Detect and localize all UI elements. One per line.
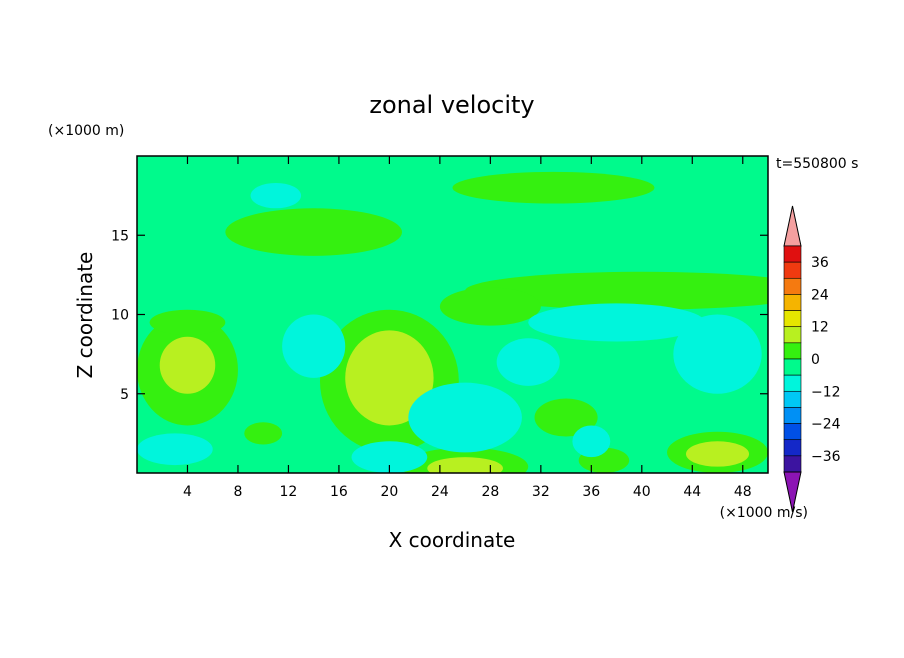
x-tick-label: 48 — [734, 484, 752, 500]
velocity-region-12 — [452, 171, 655, 204]
velocity-region-15 — [149, 309, 226, 336]
colorbar-level — [783, 261, 802, 279]
colorbar-level — [783, 374, 802, 392]
colorbar-level — [783, 407, 802, 424]
time-label: t=550800 s — [776, 156, 858, 172]
x-tick-label: 8 — [233, 484, 242, 500]
x-axis: 4 8 12 16 20 24 28 32 36 40 44 48 — [183, 156, 752, 500]
x-tick-label: 44 — [683, 484, 701, 500]
colorbar-tick-label: 12 — [811, 320, 829, 336]
colorbar-tick-label: 36 — [811, 255, 829, 271]
colorbar-level — [783, 326, 802, 344]
x-tick-label: 4 — [183, 484, 192, 500]
y-unit-label: (×1000 m) — [48, 123, 124, 139]
velocity-region-8 — [685, 441, 750, 467]
y-tick-label: 5 — [120, 387, 129, 403]
velocity-field — [137, 156, 768, 473]
colorbar-level — [783, 358, 802, 376]
colorbar-level — [783, 342, 802, 360]
x-tick-label: 16 — [330, 484, 348, 500]
velocity-region-21 — [528, 303, 705, 342]
velocity-region-16 — [282, 314, 346, 378]
velocity-region-24 — [572, 425, 611, 458]
colorbar-tick-label: −24 — [811, 417, 841, 433]
colorbar-level — [783, 245, 802, 263]
velocity-region-10 — [244, 422, 283, 445]
colorbar-tick-label: −12 — [811, 384, 841, 400]
colorbar-over-arrow — [783, 205, 802, 247]
velocity-region-13 — [465, 271, 768, 310]
velocity-region-11 — [225, 208, 403, 256]
colorbar: 36 24 12 0 −12 −24 −36 — [783, 205, 841, 513]
y-tick-label: 15 — [111, 228, 129, 244]
x-tick-label: 20 — [380, 484, 398, 500]
velocity-region-5 — [427, 457, 503, 473]
colorbar-level — [783, 277, 802, 295]
chart-title: zonal velocity — [369, 91, 534, 119]
colorbar-level — [783, 439, 802, 457]
colorbar-tick-label: −36 — [811, 449, 841, 465]
colorbar-under-arrow — [783, 471, 802, 513]
velocity-region-20 — [673, 314, 762, 394]
x-tick-label: 40 — [633, 484, 651, 500]
colorbar-level — [783, 423, 802, 441]
velocity-region-23 — [250, 182, 302, 209]
velocity-region-14 — [439, 287, 541, 326]
colorbar-level — [783, 390, 802, 408]
colorbar-tick-label: 0 — [811, 352, 820, 368]
velocity-region-19 — [137, 433, 213, 466]
y-axis-title: Z coordinate — [73, 252, 97, 379]
velocity-region-6 — [534, 398, 598, 437]
velocity-region-1 — [159, 336, 216, 394]
velocity-region-22 — [496, 338, 560, 386]
velocity-region-3 — [345, 330, 434, 426]
colorbar-level — [783, 294, 802, 311]
y-tick-label: 10 — [111, 308, 129, 324]
x-tick-label: 32 — [532, 484, 550, 500]
x-tick-label: 24 — [431, 484, 449, 500]
x-tick-label: 12 — [280, 484, 298, 500]
y-axis: 5 10 15 — [111, 228, 768, 403]
x-tick-label: 28 — [481, 484, 499, 500]
x-tick-label: 36 — [582, 484, 600, 500]
colorbar-level — [783, 455, 802, 473]
velocity-region-18 — [351, 441, 428, 473]
x-axis-title: X coordinate — [389, 528, 516, 552]
x-unit-label: (×1000 m/s) — [720, 505, 808, 521]
colorbar-level — [783, 310, 802, 328]
velocity-region-17 — [408, 382, 522, 453]
colorbar-tick-label: 24 — [811, 287, 829, 303]
